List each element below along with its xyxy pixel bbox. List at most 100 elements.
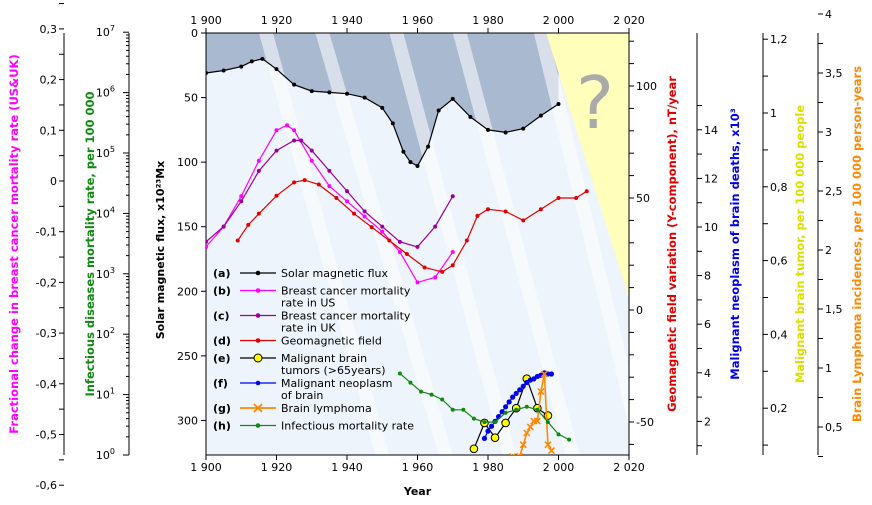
legend-marker	[253, 403, 263, 413]
solar-point	[221, 68, 226, 73]
solar-point	[239, 64, 244, 69]
geomag-point	[256, 211, 261, 216]
lymphoma-point	[540, 370, 548, 378]
solar-point	[206, 71, 208, 76]
breast-tick-label: -0,2	[36, 276, 57, 289]
neoplasm-tick-label: 4	[704, 367, 711, 380]
breast-uk-point	[397, 239, 402, 244]
solar-point	[503, 130, 508, 135]
lymphoma-tick-label: 3	[825, 126, 832, 139]
breast-tick-label: -0,4	[36, 378, 57, 391]
breast-uk-point	[221, 224, 226, 229]
breast-us-point	[397, 249, 402, 254]
infectious-point	[397, 371, 402, 376]
legend: (a) Solar magnetic flux (b) Breast cancer m…	[213, 267, 414, 433]
lymphoma-point	[544, 441, 552, 449]
neoplasm-point	[499, 409, 505, 415]
infectious-point	[440, 397, 445, 402]
solar-point	[390, 121, 395, 126]
legend-marker	[255, 270, 261, 276]
legend-label: Infectious mortality rate	[281, 420, 414, 433]
legend-label: Geomagnetic field	[281, 335, 382, 348]
breast-uk-point	[274, 148, 279, 153]
x-tick-label-bottom: 2 000	[543, 461, 575, 474]
diagonal-band-1	[315, 33, 453, 455]
solar-point	[521, 126, 526, 131]
solar-series	[206, 56, 561, 169]
breast-tick-label: -0,5	[36, 429, 57, 442]
lymphoma-point	[513, 462, 519, 468]
infectious-tick-label: 101	[96, 387, 115, 402]
legend-label: of brain	[281, 389, 323, 402]
breast-us-point	[415, 280, 420, 285]
neoplasm-tick-label: 12	[704, 172, 718, 185]
x-axis-label: Year	[403, 485, 432, 498]
geomag-point	[302, 178, 307, 183]
legend-label: rate in US	[281, 297, 335, 310]
legend-label: Brain lymphoma	[281, 402, 372, 415]
infectious-point	[429, 392, 434, 397]
neoplasm-point	[488, 423, 495, 429]
geomag-line	[237, 179, 588, 273]
brain-tumor-point	[501, 418, 510, 428]
breast-uk-point	[292, 138, 297, 143]
brain-tumor-axis-label: Malignant brain tumor, per 100 000 peopl…	[793, 105, 807, 384]
solar-point	[380, 105, 385, 110]
breast-us-point	[274, 128, 279, 133]
breast-uk-point	[362, 209, 367, 214]
x-tick-label-bottom: 1 980	[472, 461, 504, 474]
solar-point	[249, 59, 254, 64]
x-tick-label-bottom: 1 900	[190, 461, 222, 474]
geomag-point	[450, 263, 455, 268]
infectious-point	[450, 407, 455, 412]
infectious-point	[461, 407, 466, 412]
lymphoma-tick-label: 2,5	[825, 185, 843, 198]
legend-key: (h)	[213, 420, 231, 433]
legend-label: Malignant neoplasm	[281, 377, 393, 390]
legend-key: (b)	[213, 285, 231, 298]
breast-uk-point	[415, 244, 420, 249]
breast-us-point	[327, 184, 332, 189]
legend-marker	[255, 338, 261, 343]
question-mark: ?	[576, 61, 614, 145]
infectious-axis: 100 101 102 103 104 105 106 107 Infectious disea…	[83, 24, 130, 462]
lymphoma-point	[526, 423, 534, 431]
lymphoma-tick-label: 0,5	[825, 421, 843, 434]
neoplasm-tick-label: 2	[704, 415, 711, 428]
lymphoma-tick-label: 1,5	[825, 303, 843, 316]
geomag-point	[538, 207, 543, 212]
lymphoma-point	[492, 477, 498, 483]
infectious-point	[556, 432, 561, 437]
solar-point	[426, 144, 431, 149]
lymphoma-point	[523, 429, 531, 437]
infectious-point	[545, 420, 550, 425]
breast-uk-point	[299, 138, 304, 143]
breast-uk-point	[239, 199, 244, 204]
geomag-point	[235, 238, 240, 243]
infectious-point	[471, 416, 476, 421]
breast-tick-label: -0,6	[36, 479, 57, 492]
breast-uk-point	[433, 224, 438, 229]
solar-tick-label: 50	[184, 92, 198, 105]
breast-uk-point	[309, 148, 314, 153]
legend-marker	[255, 288, 261, 293]
solar-tick-label: 0	[191, 27, 198, 40]
breast-axis-label: Fractional change in breast cancer morta…	[7, 54, 21, 433]
legend-label: rate in UK	[281, 322, 336, 335]
solar-tick-label: 100	[177, 156, 198, 169]
legend-key: (f)	[213, 377, 228, 390]
legend-label: Malignant brain	[281, 352, 367, 365]
neoplasm-point	[517, 387, 523, 393]
x-tick-label-top: 1 900	[190, 14, 222, 27]
infectious-point	[493, 420, 498, 425]
geomag-point	[404, 252, 409, 256]
solar-tick-label: 150	[177, 221, 198, 234]
lymphoma-point	[547, 447, 556, 455]
breast-tick-label: -0,1	[36, 226, 57, 239]
geomag-point	[246, 222, 251, 227]
geomag-point	[274, 193, 279, 198]
neoplasm-tick-label: 6	[704, 318, 711, 331]
solar-point	[345, 91, 349, 96]
solar-point	[401, 149, 406, 154]
